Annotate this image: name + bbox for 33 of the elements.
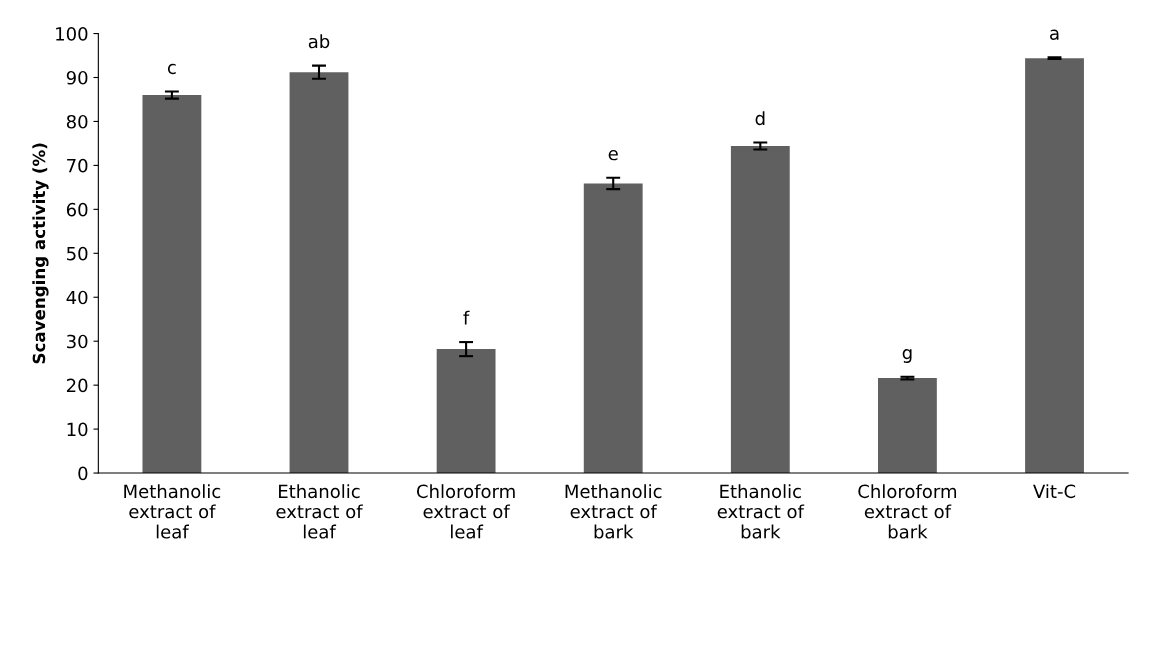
x-tick-label: Methanolic extract of leaf (124, 484, 221, 539)
bar (1025, 58, 1084, 474)
y-tick-label: 20 (66, 378, 88, 393)
bar (730, 146, 790, 474)
data-label: g (902, 349, 912, 363)
bar (878, 378, 937, 474)
y-tick-label: 50 (67, 246, 88, 261)
x-tick-label: Vit-C (1033, 484, 1076, 499)
y-tick-label: 90 (66, 70, 88, 85)
bar (436, 349, 496, 474)
y-tick-label: 40 (66, 290, 88, 305)
x-tick-label: Ethanolic extract of bark (717, 484, 805, 539)
y-tick-label: 0 (78, 466, 88, 481)
x-tick-label: Chloroform extract of bark (858, 484, 957, 539)
x-tick-label: Methanolic extract of bark (565, 484, 662, 539)
data-label: ab (308, 34, 330, 49)
bar (583, 183, 643, 474)
data-label: d (755, 111, 765, 126)
bar (289, 72, 349, 474)
x-tick-label: Ethanolic extract of leaf (276, 484, 363, 539)
data-label: f (463, 310, 470, 325)
y-tick-label: 70 (67, 158, 88, 173)
x-tick-label: Chloroform extract of leaf (416, 484, 515, 539)
y-tick-label: 10 (67, 422, 88, 437)
bar (142, 95, 202, 474)
y-axis-title: Scavenging activity (%) (32, 143, 49, 364)
y-tick-label: 30 (67, 334, 88, 349)
data-label: a (1050, 29, 1059, 40)
y-tick-label: 60 (66, 202, 88, 217)
data-label: e (608, 149, 618, 161)
y-tick-label: 80 (66, 114, 88, 129)
data-label: c (167, 63, 176, 75)
y-tick-label: 100 (56, 27, 88, 41)
